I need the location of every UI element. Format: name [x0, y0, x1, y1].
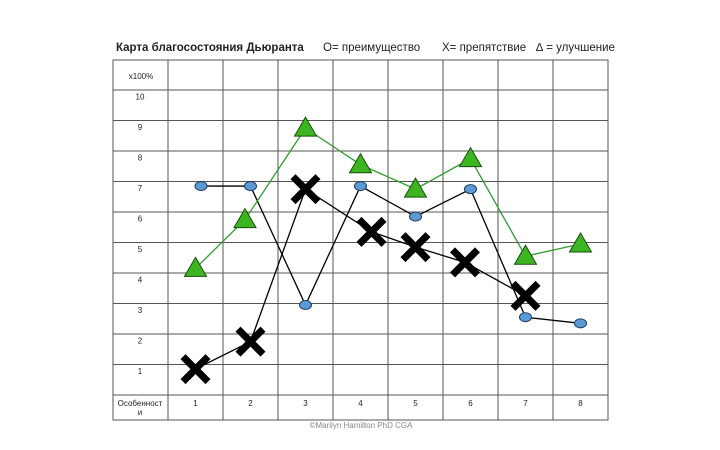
chart-title: Карта благосостояния Дьюранта [116, 42, 304, 54]
data-point [510, 280, 541, 311]
data-point [519, 312, 532, 323]
data-point [180, 354, 211, 385]
series-line [201, 185, 581, 324]
data-point [233, 207, 257, 229]
data-point [409, 211, 422, 222]
data-point [513, 244, 538, 265]
legend-entry: X= препятствие [442, 42, 526, 54]
legend-entry: ∆ = улучшение [536, 42, 615, 54]
data-point [244, 181, 257, 192]
data-point [574, 318, 587, 329]
data-point [568, 232, 593, 253]
x-tick-label: 8 [578, 399, 583, 408]
x-tick-label: 6 [468, 399, 473, 408]
credit: ©Marilyn Hamilton PhD CGA [310, 421, 413, 430]
title-bar [113, 38, 620, 58]
data-point [458, 146, 483, 168]
y-tick-label: 4 [138, 276, 143, 285]
x-tick-label: 4 [358, 399, 363, 408]
y-tick-label: 10 [136, 93, 145, 102]
y-tick-label: 8 [138, 154, 143, 163]
data-point [356, 216, 387, 247]
data-point [290, 174, 321, 205]
data-point [400, 232, 431, 263]
data-point [464, 184, 477, 195]
data-point [235, 326, 266, 357]
data-point [194, 181, 208, 192]
y-tick-label: 7 [138, 184, 143, 193]
x-tick-label: 2 [248, 399, 253, 408]
y-tick-label: 1 [138, 367, 143, 376]
y-tick-label: 2 [138, 337, 143, 346]
y-tick-label: 9 [138, 123, 143, 132]
x-tick-label: 3 [303, 399, 308, 408]
y-tick-label: 5 [138, 245, 143, 254]
y-tick-label: 6 [138, 215, 143, 224]
x-tick-label: 1 [193, 399, 198, 408]
data-point [299, 300, 312, 311]
data-point [348, 152, 373, 174]
y-axis-label: x100% [128, 72, 154, 81]
x-tick-label: 7 [523, 399, 528, 408]
legend-entry: O= преимущество [323, 42, 420, 54]
series-line [195, 127, 581, 269]
data-point [293, 116, 318, 137]
x-axis-label: Особенности [117, 399, 163, 417]
data-point [183, 256, 208, 277]
data-point [354, 181, 367, 192]
x-tick-label: 5 [413, 399, 418, 408]
data-point [450, 247, 480, 278]
data-point [403, 177, 428, 198]
y-tick-label: 3 [138, 306, 143, 315]
